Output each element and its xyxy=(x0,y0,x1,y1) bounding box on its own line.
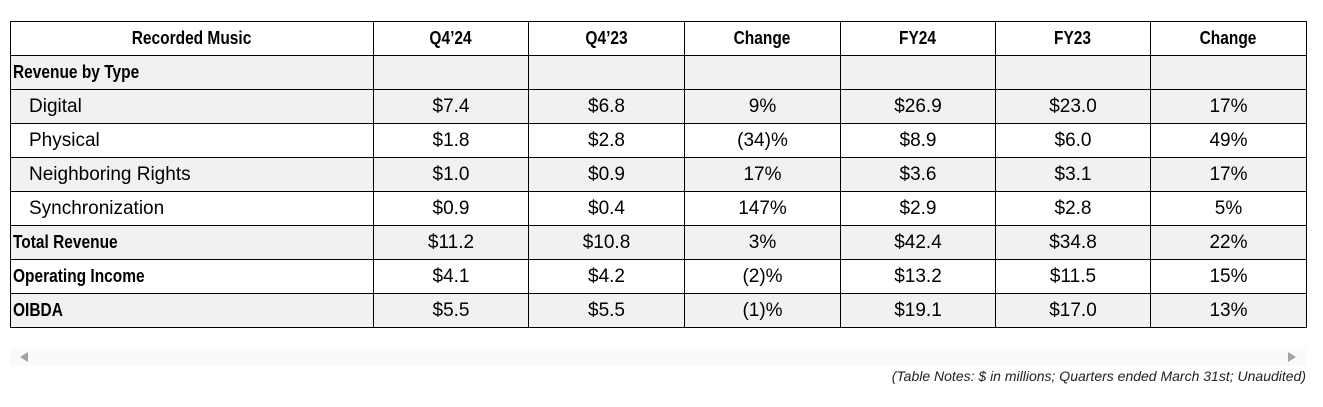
table-cell: (1)% xyxy=(684,293,841,328)
table-cell: $5.5 xyxy=(528,293,685,328)
table-cell xyxy=(373,55,529,90)
header-fy23: FY23 xyxy=(995,21,1151,56)
row-label: Operating Income xyxy=(10,259,374,294)
table-cell: $19.1 xyxy=(840,293,996,328)
table-cell: $6.8 xyxy=(528,89,685,124)
table-cell: 22% xyxy=(1150,225,1307,260)
header-fy24: FY24 xyxy=(840,21,996,56)
table-cell: $0.9 xyxy=(373,191,529,226)
row-label: Physical xyxy=(10,123,374,158)
table-cell: 49% xyxy=(1150,123,1307,158)
table-cell: $0.4 xyxy=(528,191,685,226)
table-row-neighboring-rights: Neighboring Rights $1.0 $0.9 17% $3.6 $3… xyxy=(10,157,1307,192)
table-cell: 17% xyxy=(1150,89,1307,124)
table-cell xyxy=(1150,55,1307,90)
header-recorded-music: Recorded Music xyxy=(10,21,374,56)
recorded-music-table: Recorded Music Q4’24 Q4’23 Change FY24 F… xyxy=(10,21,1307,328)
row-label: OIBDA xyxy=(10,293,374,328)
horizontal-scrollbar[interactable] xyxy=(10,348,1306,366)
table-cell: $11.5 xyxy=(995,259,1151,294)
table-cell: $34.8 xyxy=(995,225,1151,260)
table-cell: $6.0 xyxy=(995,123,1151,158)
table-cell: 5% xyxy=(1150,191,1307,226)
table-cell: $17.0 xyxy=(995,293,1151,328)
table-cell: $1.0 xyxy=(373,157,529,192)
header-q4-24: Q4’24 xyxy=(373,21,529,56)
table-row-digital: Digital $7.4 $6.8 9% $26.9 $23.0 17% xyxy=(10,89,1307,124)
row-label: Revenue by Type xyxy=(10,55,374,90)
table-cell: 15% xyxy=(1150,259,1307,294)
table-notes: (Table Notes: $ in millions; Quarters en… xyxy=(891,368,1306,384)
header-quarter-change: Change xyxy=(684,21,841,56)
row-label: Total Revenue xyxy=(10,225,374,260)
table-cell: $0.9 xyxy=(528,157,685,192)
row-label: Neighboring Rights xyxy=(10,157,374,192)
header-row: Recorded Music Q4’24 Q4’23 Change FY24 F… xyxy=(10,21,1307,56)
table-cell: $10.8 xyxy=(528,225,685,260)
table-cell: $11.2 xyxy=(373,225,529,260)
table-cell: $8.9 xyxy=(840,123,996,158)
table-cell xyxy=(684,55,841,90)
table-cell: $1.8 xyxy=(373,123,529,158)
table-cell: 17% xyxy=(1150,157,1307,192)
row-label: Synchronization xyxy=(10,191,374,226)
table-row-operating-income: Operating Income $4.1 $4.2 (2)% $13.2 $1… xyxy=(10,259,1307,294)
row-label: Digital xyxy=(10,89,374,124)
table-cell xyxy=(840,55,996,90)
table-cell: $13.2 xyxy=(840,259,996,294)
table-row-total-revenue: Total Revenue $11.2 $10.8 3% $42.4 $34.8… xyxy=(10,225,1307,260)
table-cell: $3.6 xyxy=(840,157,996,192)
table-cell: 17% xyxy=(684,157,841,192)
table-cell: $2.9 xyxy=(840,191,996,226)
table-cell: $2.8 xyxy=(528,123,685,158)
table-cell: $4.2 xyxy=(528,259,685,294)
table-row-oibda: OIBDA $5.5 $5.5 (1)% $19.1 $17.0 13% xyxy=(10,293,1307,328)
header-q4-23: Q4’23 xyxy=(528,21,685,56)
table-cell: $5.5 xyxy=(373,293,529,328)
scroll-left-arrow-icon[interactable] xyxy=(20,352,28,362)
table-cell: $26.9 xyxy=(840,89,996,124)
table-cell: $2.8 xyxy=(995,191,1151,226)
table-cell: 3% xyxy=(684,225,841,260)
table-cell: $42.4 xyxy=(840,225,996,260)
table-row-synchronization: Synchronization $0.9 $0.4 147% $2.9 $2.8… xyxy=(10,191,1307,226)
table-container: Recorded Music Q4’24 Q4’23 Change FY24 F… xyxy=(10,21,1307,328)
table-cell: $23.0 xyxy=(995,89,1151,124)
table-cell xyxy=(995,55,1151,90)
table-cell xyxy=(528,55,685,90)
scroll-right-arrow-icon[interactable] xyxy=(1288,352,1296,362)
table-cell: $4.1 xyxy=(373,259,529,294)
table-row-physical: Physical $1.8 $2.8 (34)% $8.9 $6.0 49% xyxy=(10,123,1307,158)
table-cell: $7.4 xyxy=(373,89,529,124)
table-cell: 9% xyxy=(684,89,841,124)
table-cell: 147% xyxy=(684,191,841,226)
table-cell: (2)% xyxy=(684,259,841,294)
table-cell: 13% xyxy=(1150,293,1307,328)
table-cell: $3.1 xyxy=(995,157,1151,192)
table-row-revenue-by-type: Revenue by Type xyxy=(10,55,1307,90)
table-cell: (34)% xyxy=(684,123,841,158)
header-year-change: Change xyxy=(1150,21,1307,56)
